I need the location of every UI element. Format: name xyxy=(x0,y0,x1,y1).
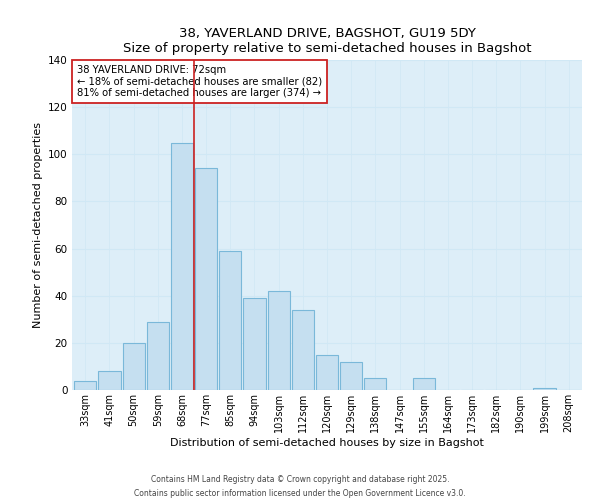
Bar xyxy=(292,310,314,390)
Bar xyxy=(364,378,386,390)
Text: Contains HM Land Registry data © Crown copyright and database right 2025.
Contai: Contains HM Land Registry data © Crown c… xyxy=(134,476,466,498)
Bar xyxy=(340,362,362,390)
Title: 38, YAVERLAND DRIVE, BAGSHOT, GU19 5DY
Size of property relative to semi-detache: 38, YAVERLAND DRIVE, BAGSHOT, GU19 5DY S… xyxy=(123,26,531,54)
Bar xyxy=(413,378,435,390)
Y-axis label: Number of semi-detached properties: Number of semi-detached properties xyxy=(32,122,43,328)
Bar xyxy=(316,354,338,390)
Bar xyxy=(171,142,193,390)
Bar xyxy=(98,371,121,390)
Bar xyxy=(146,322,169,390)
X-axis label: Distribution of semi-detached houses by size in Bagshot: Distribution of semi-detached houses by … xyxy=(170,438,484,448)
Bar xyxy=(219,251,241,390)
Bar xyxy=(122,343,145,390)
Bar xyxy=(74,380,97,390)
Bar xyxy=(533,388,556,390)
Bar xyxy=(244,298,266,390)
Bar xyxy=(268,291,290,390)
Bar xyxy=(195,168,217,390)
Text: 38 YAVERLAND DRIVE: 72sqm
← 18% of semi-detached houses are smaller (82)
81% of : 38 YAVERLAND DRIVE: 72sqm ← 18% of semi-… xyxy=(77,65,322,98)
